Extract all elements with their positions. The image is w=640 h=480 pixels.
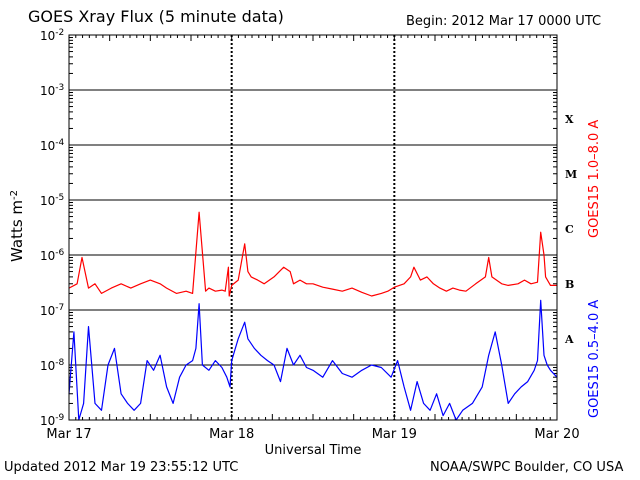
y-tick-exponent: -6 xyxy=(55,248,64,258)
series-label-short: GOES15 0.5–4.0 A xyxy=(587,300,602,418)
flare-class-label: C xyxy=(565,223,574,236)
updated-label: Updated 2012 Mar 19 23:55:12 UTC xyxy=(4,460,239,475)
y-tick-label: 10-7 xyxy=(40,303,64,318)
x-tick-label: Mar 17 xyxy=(46,427,91,442)
series-line-short xyxy=(68,299,558,421)
x-tick-label: Mar 20 xyxy=(534,427,579,442)
y-tick-label: 10-6 xyxy=(40,248,65,263)
y-tick-exponent: -2 xyxy=(55,28,64,38)
y-tick-label: 10-8 xyxy=(40,358,65,373)
y-tick-label: 10-9 xyxy=(40,413,65,428)
series-line-long xyxy=(68,211,557,297)
series-label-long: GOES15 1.0–8.0 A xyxy=(587,120,602,238)
y-tick-label: 10-5 xyxy=(40,193,64,208)
y-tick-label: 10-2 xyxy=(40,28,64,43)
flare-class-label: M xyxy=(565,168,577,181)
chart-title: GOES Xray Flux (5 minute data) xyxy=(28,7,284,26)
y-tick-exponent: -5 xyxy=(55,193,64,203)
grid-layer xyxy=(69,34,557,421)
y-tick-exponent: -4 xyxy=(55,138,64,148)
credit-label: NOAA/SWPC Boulder, CO USA xyxy=(430,460,624,475)
begin-label: Begin: 2012 Mar 17 0000 UTC xyxy=(406,14,602,29)
y-tick-label: 10-4 xyxy=(40,138,65,153)
y-tick-label: 10-3 xyxy=(40,83,64,98)
x-tick-label: Mar 19 xyxy=(372,427,417,442)
y-tick-exponent: -7 xyxy=(55,303,64,313)
x-axis-label: Universal Time xyxy=(265,443,362,458)
flare-class-label: B xyxy=(565,278,574,291)
y-axis-label-text: Watts m xyxy=(8,200,26,262)
series-layer xyxy=(68,211,558,421)
x-tick-label: Mar 18 xyxy=(209,427,254,442)
flare-class-label: X xyxy=(565,113,574,126)
y-tick-exponent: -9 xyxy=(55,413,64,423)
y-tick-exponent: -8 xyxy=(55,358,64,368)
plot-frame xyxy=(68,34,558,421)
y-axis-label: Watts m-2 xyxy=(8,190,26,262)
y-tick-exponent: -3 xyxy=(55,83,64,93)
y-axis-label-sup: -2 xyxy=(9,190,20,200)
flare-class-label: A xyxy=(564,333,574,346)
